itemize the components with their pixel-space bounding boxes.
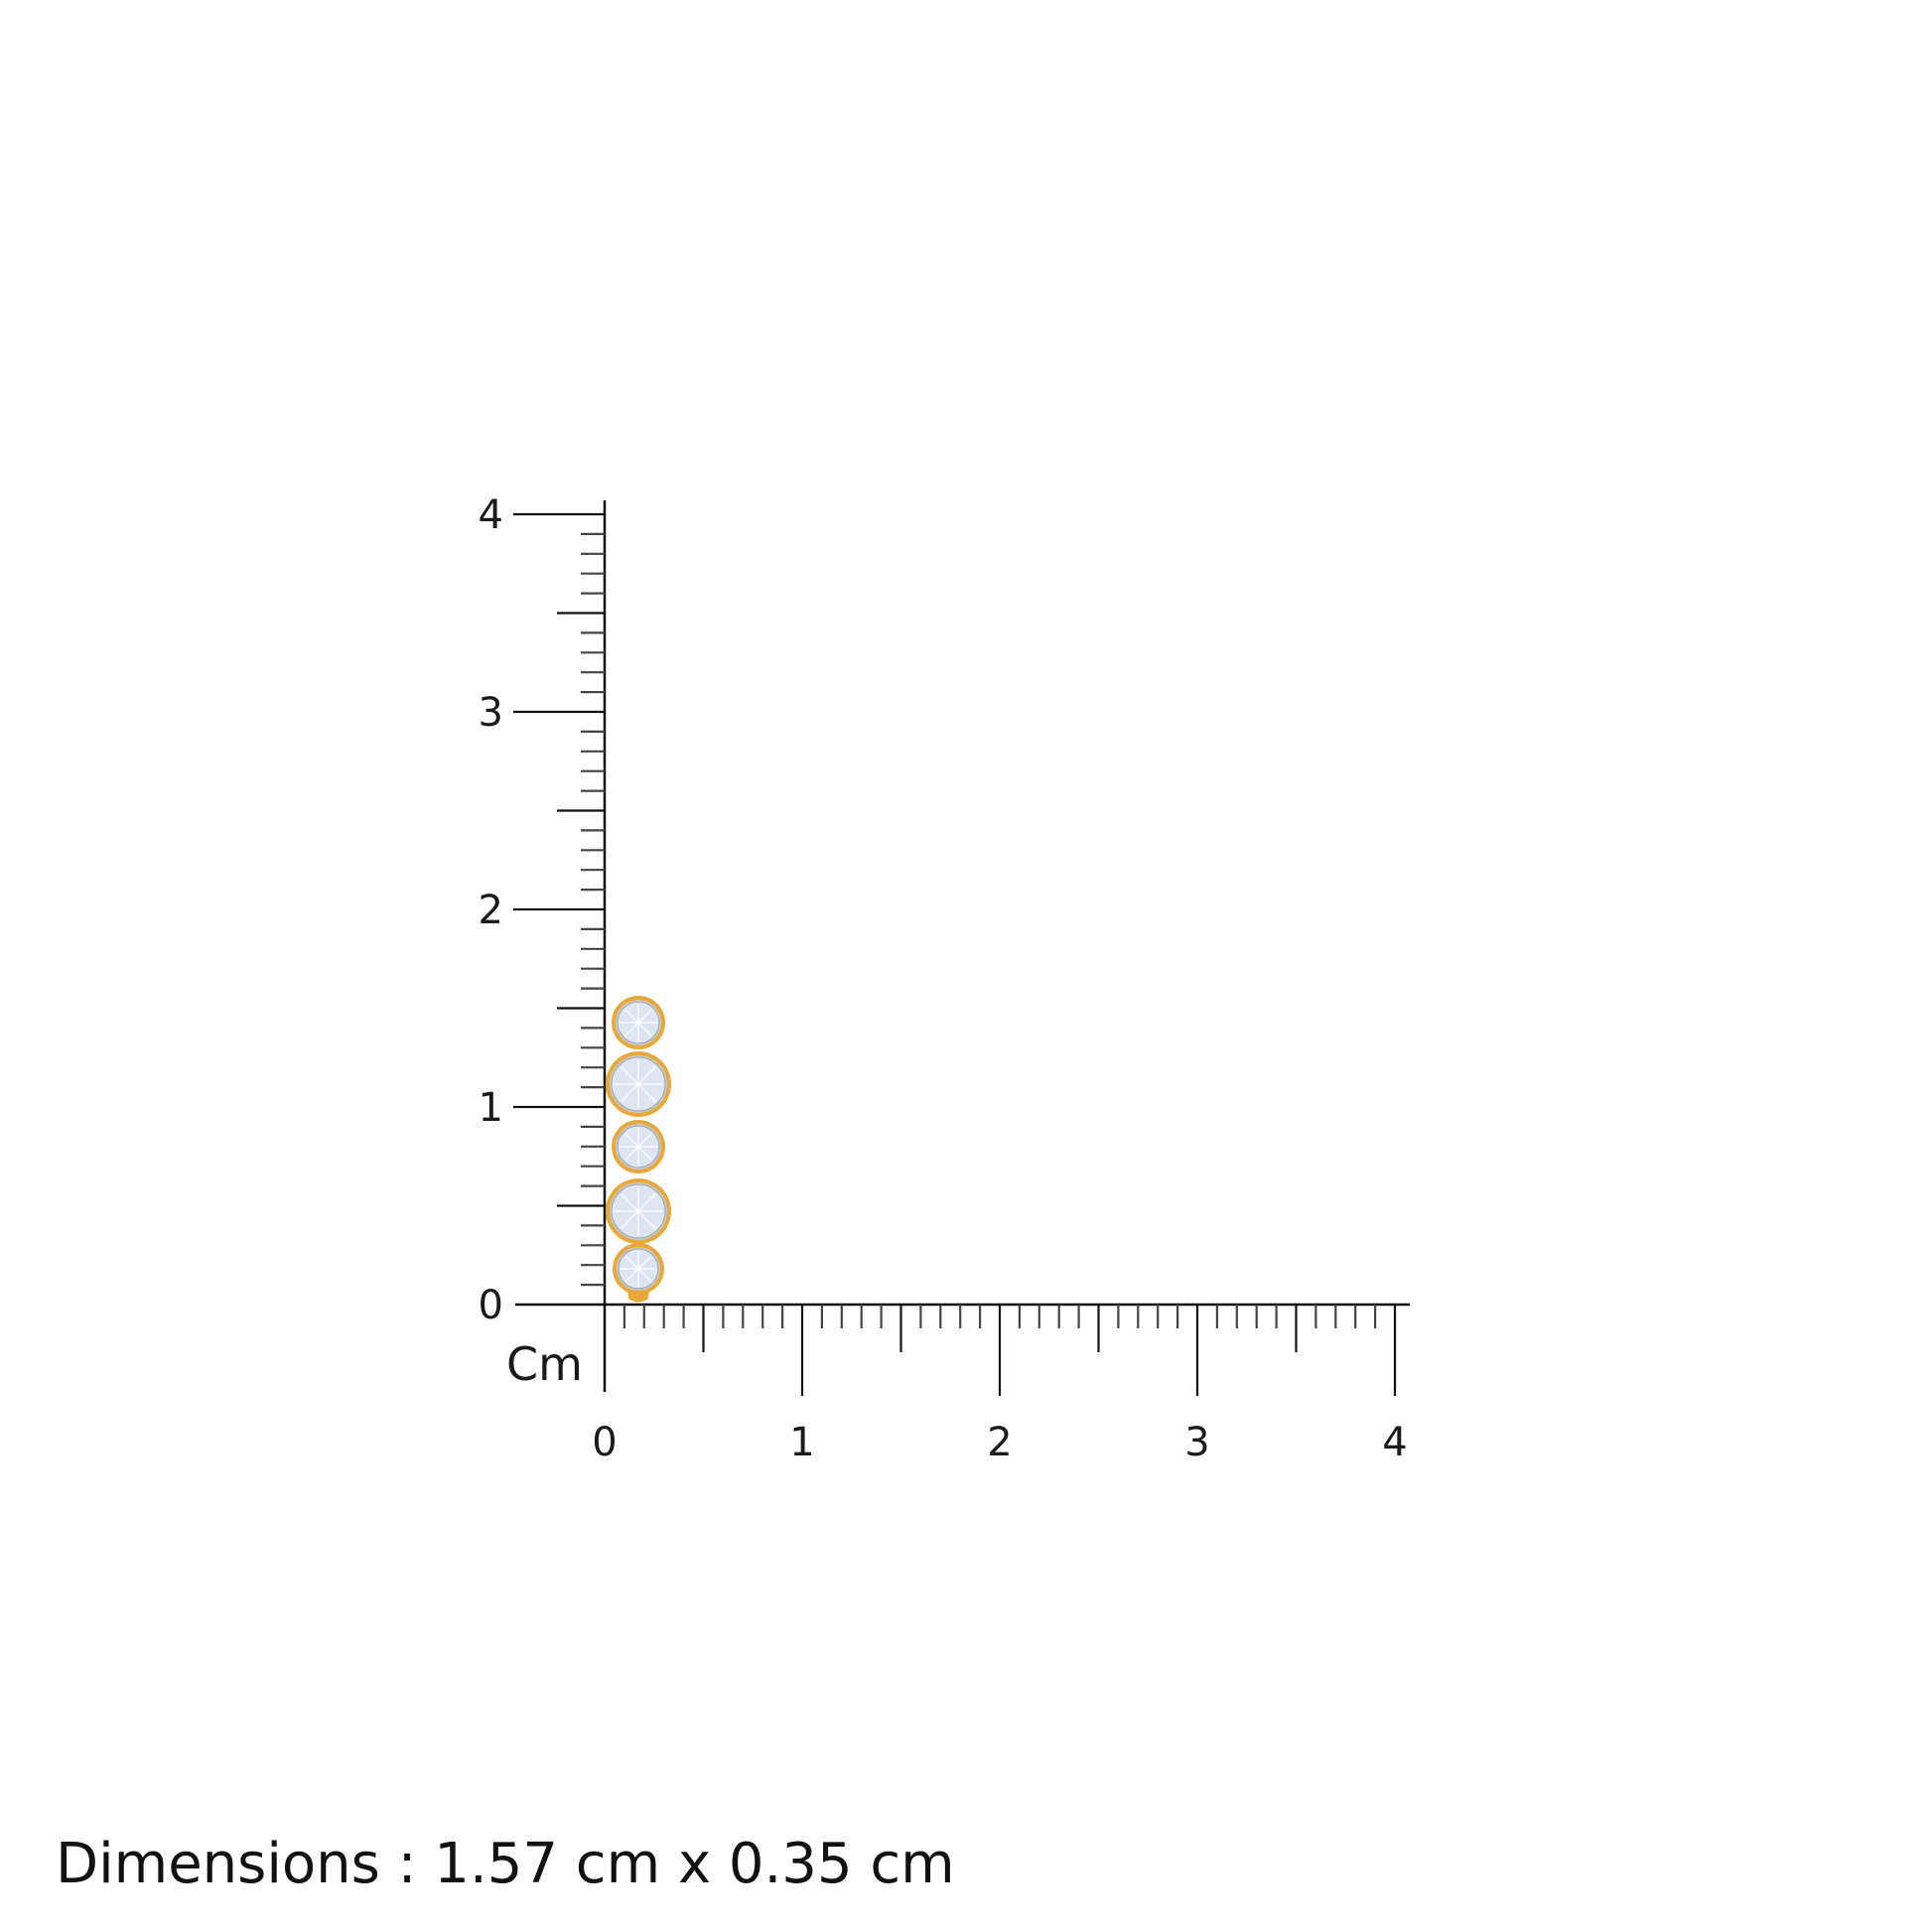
x-tick-label: 0 bbox=[592, 1420, 617, 1465]
x-tick-label: 2 bbox=[987, 1420, 1012, 1465]
stone-facet bbox=[637, 1210, 656, 1229]
stone-facet bbox=[637, 1022, 652, 1036]
stone-facet bbox=[637, 1193, 656, 1212]
stone-facet bbox=[637, 1009, 652, 1024]
y-tick-label: 4 bbox=[479, 492, 503, 538]
stone-facet bbox=[624, 1255, 639, 1270]
stone-facet bbox=[624, 1133, 639, 1148]
stone-facet bbox=[624, 1009, 639, 1024]
stone-facet bbox=[637, 1255, 652, 1270]
x-tick-label: 3 bbox=[1184, 1420, 1209, 1465]
stone-facet bbox=[621, 1210, 639, 1229]
y-tick-label: 2 bbox=[479, 888, 503, 933]
stone-facet bbox=[637, 1146, 652, 1161]
x-tick-label: 1 bbox=[789, 1420, 814, 1465]
ruler-labels: 0 1 2 3 4 0 1 2 3 4 bbox=[479, 492, 1408, 1465]
dimensions-text: Dimensions : 1.57 cm x 0.35 cm bbox=[56, 1832, 955, 1896]
stone-facet bbox=[624, 1022, 639, 1036]
stone-facet bbox=[637, 1133, 652, 1148]
y-tick-label: 3 bbox=[479, 690, 503, 736]
ruler-ticks bbox=[513, 500, 1410, 1396]
unit-label: Cm bbox=[506, 1337, 583, 1391]
stone-facet bbox=[637, 1268, 652, 1283]
stone-facet bbox=[621, 1193, 639, 1212]
earring-image bbox=[606, 996, 671, 1303]
stone-facet bbox=[624, 1268, 639, 1283]
stone-facet bbox=[637, 1066, 656, 1085]
y-tick-label: 0 bbox=[479, 1283, 503, 1328]
stone-facet bbox=[621, 1083, 639, 1102]
x-tick-label: 4 bbox=[1382, 1420, 1407, 1465]
y-tick-label: 1 bbox=[479, 1085, 503, 1131]
stone-facet bbox=[637, 1083, 656, 1102]
stone-facet bbox=[621, 1066, 639, 1085]
stone-facet bbox=[624, 1146, 639, 1161]
